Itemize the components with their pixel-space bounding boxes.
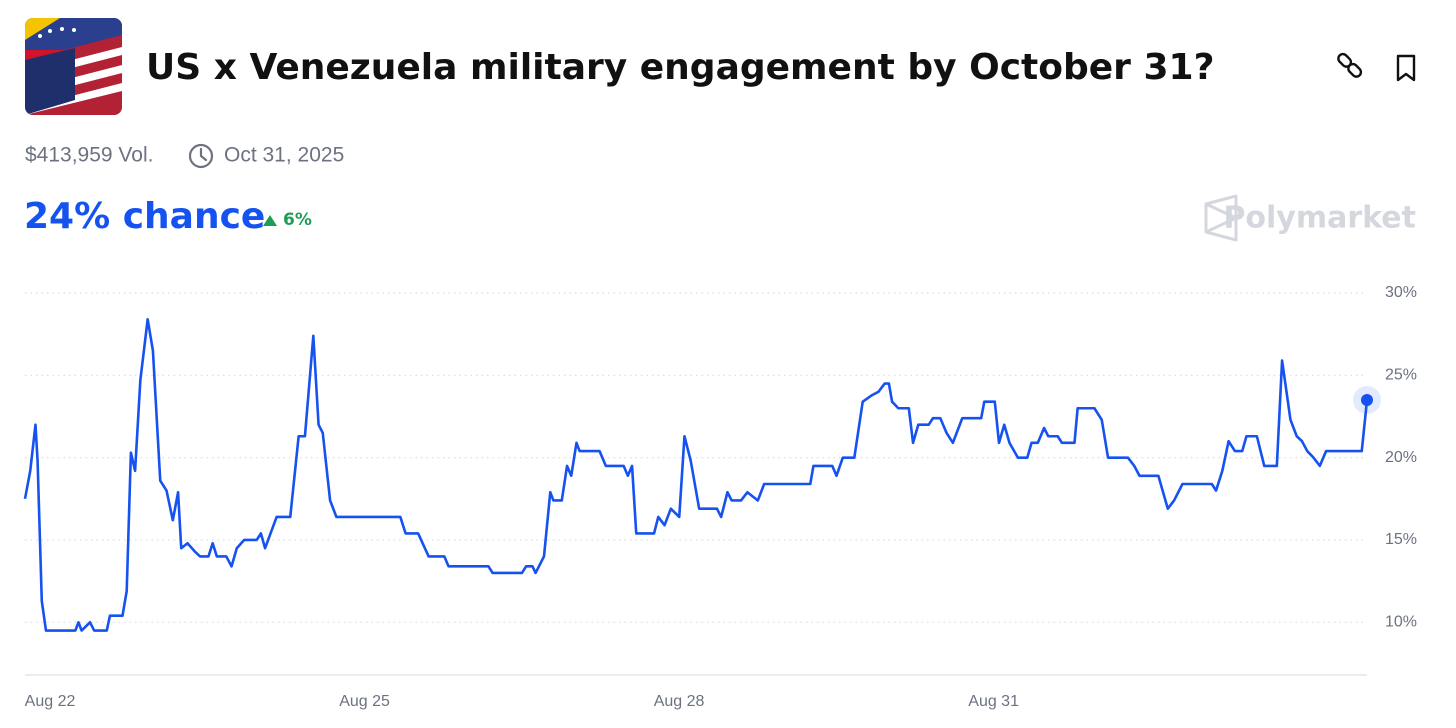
- brand-name: Polymarket: [1223, 201, 1416, 236]
- current-point: [1361, 394, 1373, 407]
- change: 6%: [283, 210, 312, 230]
- end-date: Oct 31, 2025: [224, 144, 344, 167]
- x-tick-label: Aug 22: [25, 693, 76, 710]
- x-tick-label: Aug 31: [968, 693, 1019, 710]
- brand-logo: [1204, 194, 1238, 242]
- x-tick-label: Aug 28: [654, 693, 705, 710]
- y-tick-label: 20%: [1385, 449, 1417, 466]
- market-title: US x Venezuela military engagement by Oc…: [146, 47, 1214, 88]
- y-tick-label: 10%: [1385, 614, 1417, 631]
- y-tick-label: 15%: [1385, 531, 1417, 548]
- clock-icon: [188, 143, 214, 169]
- price-line: [23, 318, 1369, 632]
- y-tick-label: 25%: [1385, 367, 1417, 384]
- x-tick-label: Aug 25: [339, 693, 390, 710]
- change-arrow: [263, 215, 277, 226]
- y-tick-label: 30%: [1385, 284, 1417, 301]
- bookmark-button[interactable]: [1396, 54, 1416, 82]
- volume: $413,959 Vol.: [25, 144, 153, 167]
- market-icon: [25, 18, 122, 115]
- copy-link-button[interactable]: [1337, 52, 1363, 78]
- chance: 24% chance: [24, 196, 265, 237]
